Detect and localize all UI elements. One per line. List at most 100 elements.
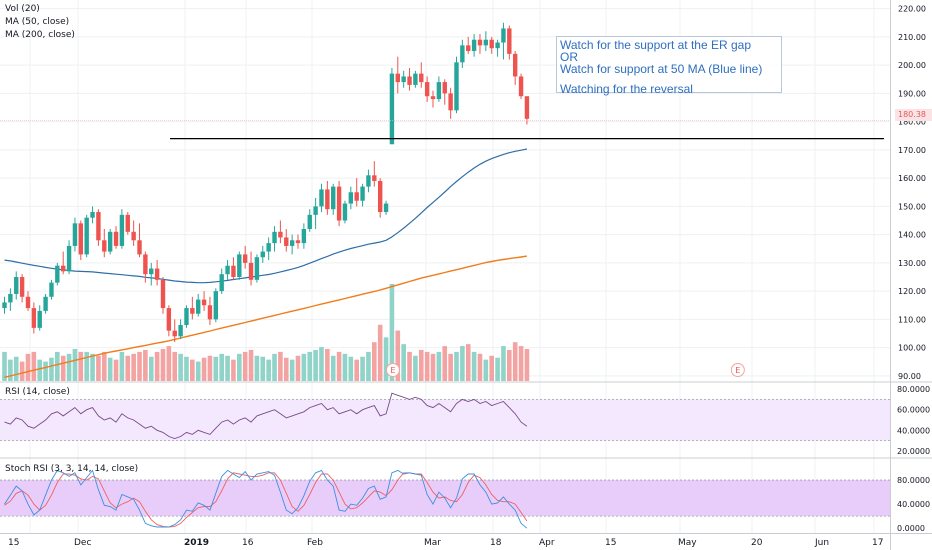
price-axis[interactable]: 220.00 210.00 200.00 190.00 180.00 170.00 160.… [897,5,930,534]
legend-vol[interactable]: Vol (20) [5,4,40,14]
volume-bar [125,355,131,381]
time-tick-label: Dec [74,538,91,548]
volume-bar [336,351,342,381]
candle-body [336,186,342,221]
volume-bar [213,356,219,381]
volume-bar [413,355,418,381]
candle-body [401,76,406,83]
volume-bar [524,348,530,381]
volume-bar [137,351,142,381]
volume-bar [501,346,506,381]
volume-bar [319,347,324,381]
candle-body [102,240,107,252]
volume-bar [512,342,518,381]
candle-body [78,223,84,255]
candle-body [278,231,283,238]
volume-bar [2,351,7,381]
candle-body [471,39,477,52]
volume-bar [19,361,25,381]
ma50-line [4,148,528,284]
price-tick-label: 200.00 [898,61,926,70]
annotation-box[interactable]: Watch for the support at the ER gap OR W… [556,36,782,95]
candle-body [149,268,154,275]
legend-stoch-rsi[interactable]: Stoch RSI (3, 3, 14, 14, close) [5,464,139,474]
candle-body [518,76,524,97]
candle-body [512,53,518,77]
candle-body [389,73,395,145]
volume-bar [372,342,377,381]
candle-body [14,277,19,294]
volume-bar [366,351,371,381]
candle-body [137,240,142,255]
candle-body [25,296,31,309]
legend-rsi[interactable]: RSI (14, close) [5,387,70,397]
stoch-tick-label: 80.0000 [897,476,930,485]
candle-body [442,82,447,94]
candle-body [395,73,400,83]
volume-bar [237,353,242,381]
candle-body [413,73,418,85]
candle-body [366,175,371,187]
volume-bar [471,351,477,381]
legend-ma200[interactable]: MA (200, close) [5,30,75,40]
volume-bar [195,361,201,381]
candle-body [172,330,177,337]
candle-body [8,293,13,303]
earnings-marker: E [730,363,745,377]
volume-bar [55,351,60,381]
candle-body [225,265,230,275]
volume-bar [342,353,348,381]
time-tick-label: Mar [424,538,441,548]
candle-body [360,186,365,201]
stoch-tick-label: 0.0000 [897,524,925,533]
candle-body [383,203,389,213]
time-axis[interactable]: 15 Dec 2019 16 Feb Mar 18 Apr 15 May 20 Jun 17 [8,538,883,548]
price-tick-label: 100.00 [898,344,926,353]
annotation-line-3: Watch for support at 50 MA (Blue line) [560,62,763,76]
time-tick-label: Feb [307,538,323,548]
volume-bar [383,337,389,381]
candle-body [49,282,54,297]
candle-body [331,186,336,210]
candle-body [313,206,318,215]
volume-bar [201,357,207,381]
volume-bar [272,353,277,381]
price-tick-label: 170.00 [898,146,926,155]
candle-body [190,308,195,314]
price-tick-label: 220.00 [898,5,926,14]
rsi-band [0,399,890,441]
volume-bar [148,356,154,381]
volume-bar [25,353,31,381]
volume-bar [465,344,471,381]
volume-bar [160,348,166,381]
candle-body [207,305,213,320]
volume-bar [8,359,13,381]
ma200-line [4,255,528,378]
legend-ma50[interactable]: MA (50, close) [5,17,70,27]
candle-body [436,82,442,100]
time-tick-label: Jun [814,538,829,548]
candle-body [377,180,383,213]
candle-body [154,268,160,280]
candle-body [319,189,324,207]
volume-bar [166,346,172,381]
candle-body [483,39,489,46]
price-tick-label: 130.00 [898,259,926,268]
candle-body [419,73,424,83]
volume-bar [395,330,401,381]
time-tick-label: 2019 [184,538,209,548]
candle-body [284,237,289,246]
volume-bar [418,349,424,381]
candles[interactable] [2,22,530,342]
volume-bar [448,353,453,381]
candle-body [143,254,148,275]
volume-bar [190,359,195,381]
candle-body [454,62,459,111]
candle-body [19,277,25,297]
volume-bar [307,351,313,381]
price-tick-label: 90.00 [898,372,921,381]
volume-bar [78,351,84,381]
